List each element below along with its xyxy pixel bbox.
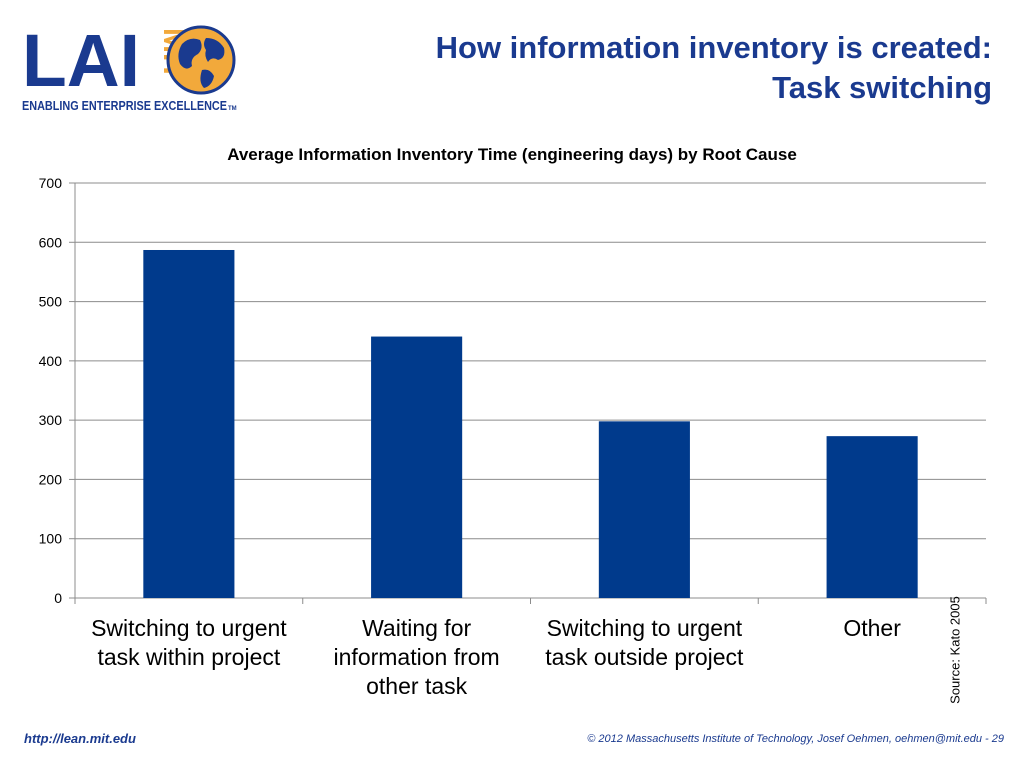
x-category-label: Switching to urgent: [547, 615, 743, 641]
x-category-label: Switching to urgent: [91, 615, 287, 641]
x-category-label: other task: [366, 673, 467, 699]
logo-text: LAI: [22, 19, 140, 102]
logo-tagline: ENABLING ENTERPRISE EXCELLENCE: [22, 99, 227, 113]
y-tick-label: 300: [39, 412, 63, 428]
chart-canvas: Average Information Inventory Time (engi…: [39, 145, 987, 699]
slide-title: How information inventory is created: Ta…: [352, 28, 992, 108]
slide-title-line-2: Task switching: [772, 70, 992, 105]
x-category-label: information from: [334, 644, 500, 670]
footer-url[interactable]: http://lean.mit.edu: [24, 731, 136, 746]
y-tick-label: 500: [39, 294, 63, 310]
bar-chart: Average Information Inventory Time (engi…: [0, 135, 1024, 710]
y-tick-label: 400: [39, 353, 63, 369]
x-category-label: task outside project: [545, 644, 744, 670]
lai-logo: LAI MIT ENABLING ENTERPRISE EXCELLENCE T…: [22, 18, 242, 114]
x-category-label: Other: [843, 615, 901, 641]
y-tick-label: 100: [39, 531, 63, 547]
bar: [143, 249, 235, 598]
y-tick-label: 600: [39, 234, 63, 250]
chart-title: Average Information Inventory Time (engi…: [227, 145, 797, 164]
globe-icon: [166, 25, 236, 95]
y-tick-label: 700: [39, 175, 63, 191]
bar: [371, 336, 463, 598]
slide-title-line-1: How information inventory is created:: [435, 30, 992, 65]
y-tick-label: 0: [54, 590, 62, 606]
x-category-label: task within project: [97, 644, 280, 670]
logo-trademark: TM: [228, 106, 237, 112]
source-annotation: Source: Kato 2005: [947, 596, 963, 704]
bar: [598, 421, 690, 598]
bar: [826, 436, 918, 598]
y-tick-label: 200: [39, 471, 63, 487]
footer-copyright: © 2012 Massachusetts Institute of Techno…: [587, 733, 1004, 745]
x-category-label: Waiting for: [362, 615, 471, 641]
